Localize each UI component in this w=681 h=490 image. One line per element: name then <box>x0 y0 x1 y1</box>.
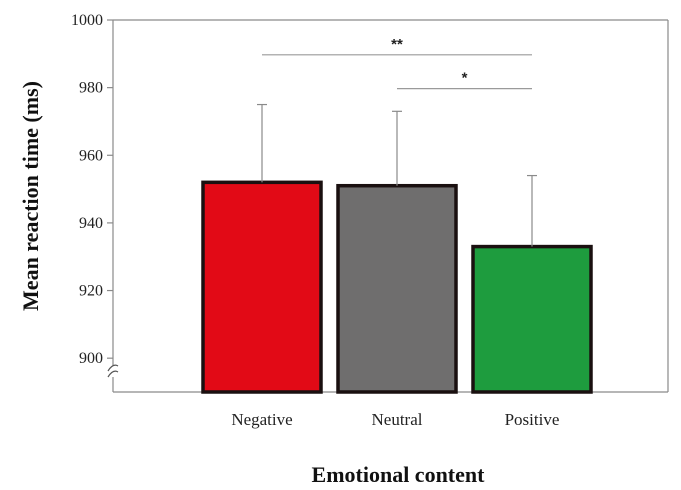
x-tick-label-negative: Negative <box>231 410 292 429</box>
x-tick-label-positive: Positive <box>505 410 560 429</box>
bars <box>201 180 593 394</box>
x-axis-title: Emotional content <box>312 462 486 487</box>
y-tick-label: 920 <box>79 283 103 300</box>
y-tick-label: 900 <box>79 350 103 367</box>
y-tick-label: 1000 <box>71 12 103 29</box>
y-axis-title: Mean reaction time (ms) <box>18 81 43 311</box>
y-tick-label: 980 <box>79 80 103 97</box>
significance-annotations: *** <box>262 36 532 90</box>
bar-neutral <box>336 183 458 394</box>
bar-negative <box>201 180 323 394</box>
y-tick-label: 960 <box>79 147 103 164</box>
y-tick-label: 940 <box>79 215 103 232</box>
x-tick-labels: Negative Neutral Positive <box>231 410 559 429</box>
bar-positive <box>471 244 593 394</box>
significance-label: * <box>462 70 468 87</box>
axis-break-marker <box>106 364 120 378</box>
error-bars <box>257 103 537 247</box>
y-ticks: 900 920 940 960 980 1000 <box>71 12 113 367</box>
x-tick-label-neutral: Neutral <box>372 410 423 429</box>
significance-label: ** <box>391 36 403 53</box>
